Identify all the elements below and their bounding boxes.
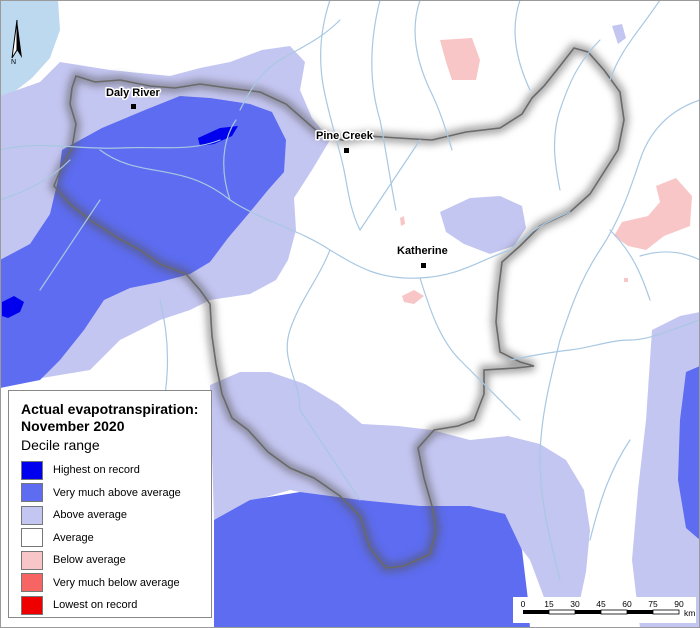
legend-swatch (21, 505, 43, 525)
scale-tick-90: 90 (674, 599, 684, 609)
town-marker-daly-river (131, 104, 136, 109)
legend-swatch (21, 595, 43, 615)
legend-item: Lowest on record (21, 594, 201, 617)
town-marker-katherine (421, 263, 426, 268)
scale-bar: 0 15 30 45 60 75 90 km (513, 597, 696, 623)
scale-tick-75: 75 (648, 599, 658, 609)
town-markers: Daly River Pine Creek Katherine (105, 86, 449, 268)
town-label-daly-river: Daly River (106, 87, 161, 99)
town-marker-pine-creek (344, 148, 349, 153)
legend-item: Very much below average (21, 572, 201, 595)
legend-item-label: Above average (53, 509, 127, 522)
town-label-katherine: Katherine (397, 245, 448, 257)
legend-item: Below average (21, 549, 201, 572)
legend-title-line2: November 2020 (21, 418, 125, 434)
legend-swatch (21, 528, 43, 548)
north-arrow-label: N (11, 59, 16, 66)
legend-item-label: Average (53, 531, 94, 544)
legend-swatch (21, 483, 43, 503)
legend-items: Highest on record Very much above averag… (21, 459, 201, 617)
legend-item: Above average (21, 504, 201, 527)
scale-tick-45: 45 (596, 599, 606, 609)
scale-bar-segments (523, 609, 680, 615)
north-arrow-icon: N (11, 19, 22, 66)
scale-tick-0: 0 (521, 599, 526, 609)
map-legend: Actual evapotranspiration: November 2020… (8, 390, 212, 618)
legend-title-line1: Actual evapotranspiration: (21, 401, 199, 417)
legend-item-label: Very much below average (53, 576, 180, 589)
legend-item: Highest on record (21, 459, 201, 482)
legend-item: Very much above average (21, 482, 201, 505)
town-label-pine-creek: Pine Creek (316, 130, 374, 142)
scale-unit: km (684, 608, 695, 618)
legend-item: Average (21, 527, 201, 550)
very-much-above-average-regions (0, 96, 700, 628)
scale-tick-30: 30 (570, 599, 580, 609)
highest-on-record-regions (2, 126, 238, 318)
scale-tick-60: 60 (622, 599, 632, 609)
basin-boundary (53, 47, 625, 569)
scale-tick-15: 15 (544, 599, 554, 609)
legend-swatch (21, 573, 43, 593)
legend-item-label: Very much above average (53, 486, 181, 499)
sea-water (0, 0, 60, 96)
legend-item-label: Lowest on record (53, 599, 138, 612)
below-average-regions (400, 38, 692, 304)
legend-item-label: Highest on record (53, 464, 140, 477)
legend-subtitle: Decile range (21, 437, 100, 453)
legend-swatch (21, 550, 43, 570)
legend-item-label: Below average (53, 554, 126, 567)
legend-swatch (21, 460, 43, 480)
